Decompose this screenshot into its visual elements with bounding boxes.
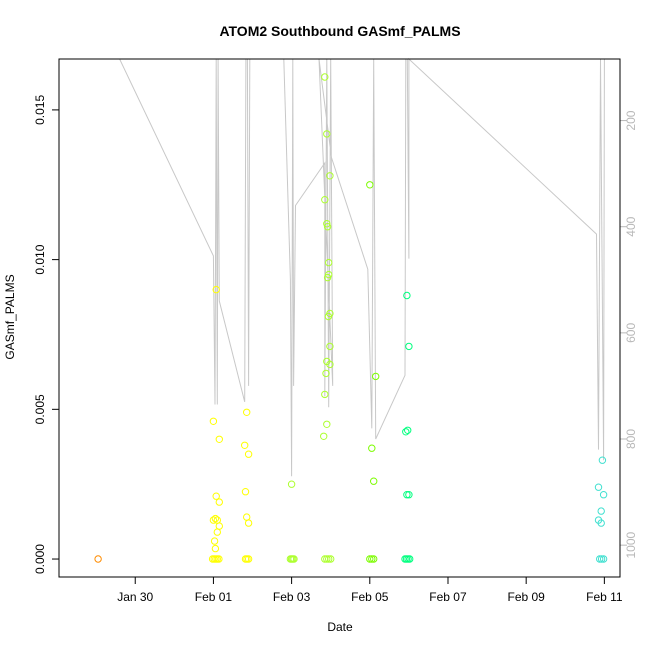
y2-tick-label: 1000 (624, 531, 638, 558)
x-tick-label: Feb 03 (273, 590, 311, 604)
x-axis-label: Date (327, 620, 353, 634)
y-tick-label: 0.000 (33, 544, 47, 574)
data-point (599, 491, 608, 499)
y-axis-label: GASmf_PALMS (3, 274, 17, 359)
data-point (323, 223, 332, 231)
data-point (403, 491, 411, 499)
data-point (327, 555, 335, 563)
plot-frame (58, 58, 621, 578)
y-tick-label: 0.015 (33, 95, 47, 125)
data-point (212, 285, 220, 294)
data-point (597, 555, 606, 563)
data-point (323, 130, 331, 138)
data-point (209, 417, 218, 425)
data-point (321, 390, 329, 399)
data-point (323, 420, 331, 428)
data-point (597, 519, 605, 527)
data-point (368, 555, 376, 563)
data-point (320, 432, 328, 440)
data-point (241, 441, 249, 449)
data-point (325, 258, 333, 267)
data-point (599, 555, 608, 563)
data-point (366, 555, 374, 563)
data-point (321, 73, 329, 81)
x-tick-label: Feb 11 (586, 590, 623, 604)
y2-tick-label: 600 (624, 323, 638, 343)
data-point (287, 480, 296, 488)
x-tick-label: Feb 07 (429, 590, 467, 604)
data-point (326, 342, 334, 351)
data-point (241, 488, 250, 496)
x-tick-label: Feb 05 (351, 590, 389, 604)
y2-tick-label: 400 (624, 216, 638, 236)
data-point (366, 181, 374, 189)
data-point (404, 426, 412, 434)
y-tick-label: 0.010 (33, 244, 47, 274)
data-point (594, 483, 603, 491)
data-point (598, 456, 607, 464)
x-tick-label: Feb 01 (195, 590, 233, 604)
data-point (215, 522, 224, 530)
data-point (370, 477, 378, 485)
data-point (290, 555, 298, 563)
data-point (215, 435, 224, 443)
data-point (321, 196, 329, 204)
data-point (323, 555, 331, 563)
data-point (210, 537, 219, 545)
data-point (403, 291, 411, 300)
data-point (402, 428, 410, 436)
data-point (325, 555, 333, 563)
data-point (215, 498, 224, 506)
y-tick-label: 0.005 (33, 394, 47, 424)
data-point (244, 450, 253, 458)
chart-title: ATOM2 Southbound GASmf_PALMS (219, 23, 460, 39)
data-point (215, 555, 223, 563)
points-layer (94, 73, 608, 563)
x-tick-label: Feb 09 (507, 590, 545, 604)
data-point (211, 544, 220, 553)
data-point (94, 555, 102, 563)
data-point (324, 312, 333, 321)
data-point (406, 555, 414, 563)
data-point (323, 220, 331, 228)
y2-tick-label: 200 (624, 110, 638, 130)
data-point (405, 491, 413, 499)
data-point (212, 492, 220, 500)
data-point (244, 519, 253, 527)
data-point (326, 360, 334, 369)
data-point (368, 444, 376, 452)
data-point (405, 342, 413, 351)
data-point (326, 172, 334, 180)
y2-tick-label: 800 (624, 429, 638, 449)
data-point (211, 514, 220, 523)
data-point (372, 372, 380, 381)
data-point (597, 507, 605, 515)
axes-layer: Jan 30 Feb 01 Feb 03 Feb 05 Feb 07 Feb 09 Feb … (33, 95, 638, 604)
data-point (370, 555, 378, 563)
data-point (596, 555, 604, 563)
data-point (209, 516, 218, 524)
data-point (243, 408, 251, 416)
data-point (325, 270, 333, 279)
x-tick-label: Jan 30 (117, 590, 153, 604)
data-point (244, 555, 253, 563)
data-point (322, 369, 330, 378)
